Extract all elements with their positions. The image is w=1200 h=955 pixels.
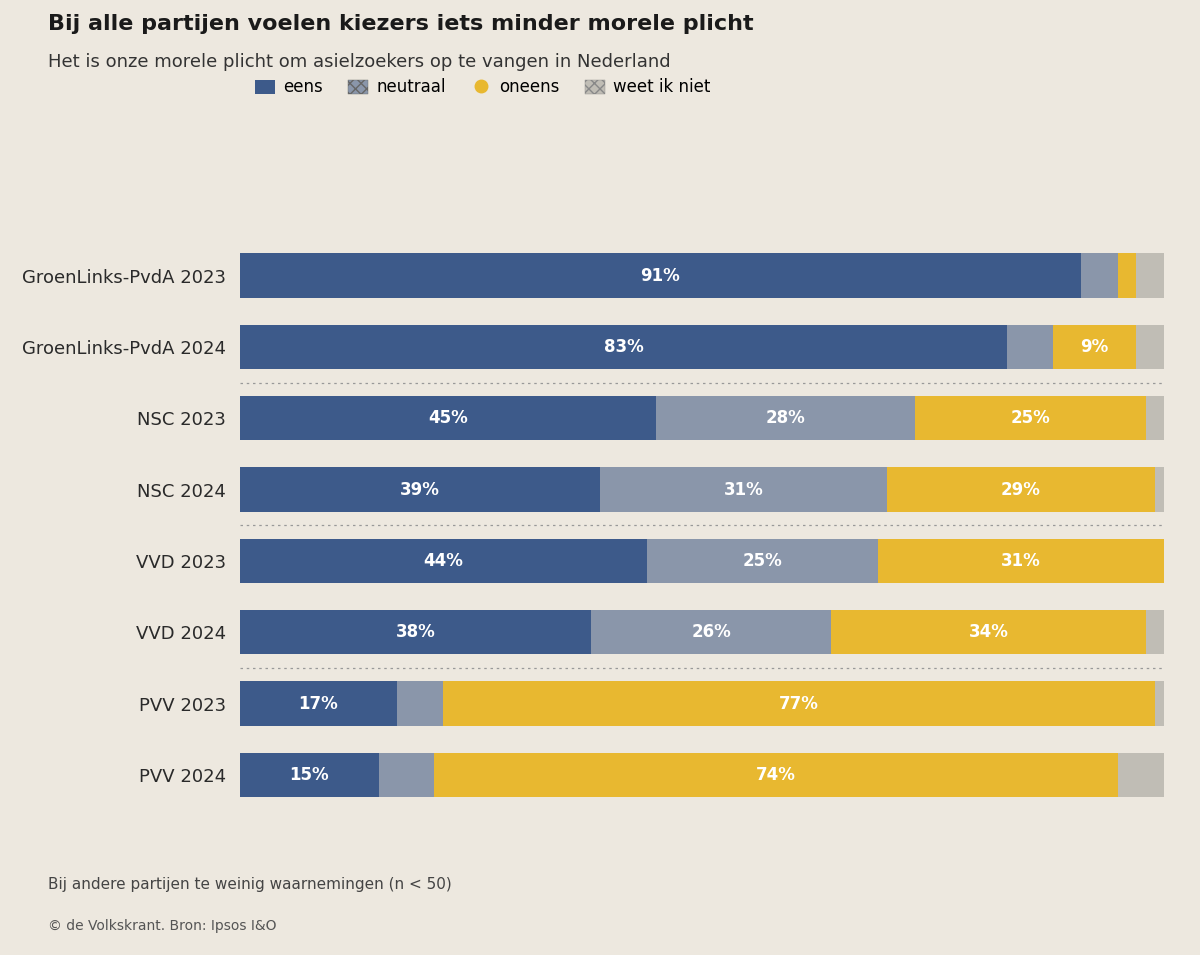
Text: 83%: 83% [604,338,643,356]
Bar [240,467,600,512]
Text: Bij alle partijen voelen kiezers iets minder morele plicht: Bij alle partijen voelen kiezers iets mi… [48,14,754,34]
Bar [1136,325,1164,369]
Text: Bij andere partijen te weinig waarnemingen (n < 50): Bij andere partijen te weinig waarneming… [48,877,451,892]
Bar [240,325,1007,369]
Bar [443,682,1154,726]
Text: 34%: 34% [968,624,1008,641]
Bar [1136,253,1164,298]
Bar [1146,610,1164,654]
Text: 38%: 38% [396,624,436,641]
Bar [600,467,887,512]
Bar [1154,467,1164,512]
Bar [1118,753,1164,797]
Text: © de Volkskrant. Bron: Ipsos I&O: © de Volkskrant. Bron: Ipsos I&O [48,919,276,933]
Bar [592,610,832,654]
Bar [887,467,1154,512]
Bar [655,396,914,440]
Text: 17%: 17% [299,694,338,712]
Text: 91%: 91% [641,266,680,285]
Text: 45%: 45% [428,410,468,427]
Bar [1146,396,1164,440]
Bar [914,396,1146,440]
Text: 26%: 26% [691,624,731,641]
Bar [1118,253,1136,298]
Bar [240,753,379,797]
Text: 44%: 44% [424,552,463,570]
Text: 9%: 9% [1080,338,1109,356]
Bar [240,539,647,584]
Bar [647,539,877,584]
Legend: eens, neutraal, oneens, weet ik niet: eens, neutraal, oneens, weet ik niet [248,72,718,103]
Bar [1154,682,1164,726]
Bar [240,253,1081,298]
Bar [1081,253,1118,298]
Text: 39%: 39% [401,480,440,499]
Text: 77%: 77% [779,694,818,712]
Bar [397,682,443,726]
Bar [1007,325,1054,369]
Text: 74%: 74% [756,766,796,784]
Bar [240,396,655,440]
Bar [240,682,397,726]
Text: 31%: 31% [1001,552,1040,570]
Bar [379,753,434,797]
Bar [832,610,1146,654]
Text: 15%: 15% [289,766,329,784]
Text: 29%: 29% [1001,480,1040,499]
Bar [240,610,592,654]
Bar [1054,325,1136,369]
Text: Het is onze morele plicht om asielzoekers op te vangen in Nederland: Het is onze morele plicht om asielzoeker… [48,53,671,71]
Text: 25%: 25% [742,552,782,570]
Bar [434,753,1118,797]
Text: 31%: 31% [724,480,763,499]
Text: 25%: 25% [1010,410,1050,427]
Text: 28%: 28% [766,410,805,427]
Bar [877,539,1164,584]
